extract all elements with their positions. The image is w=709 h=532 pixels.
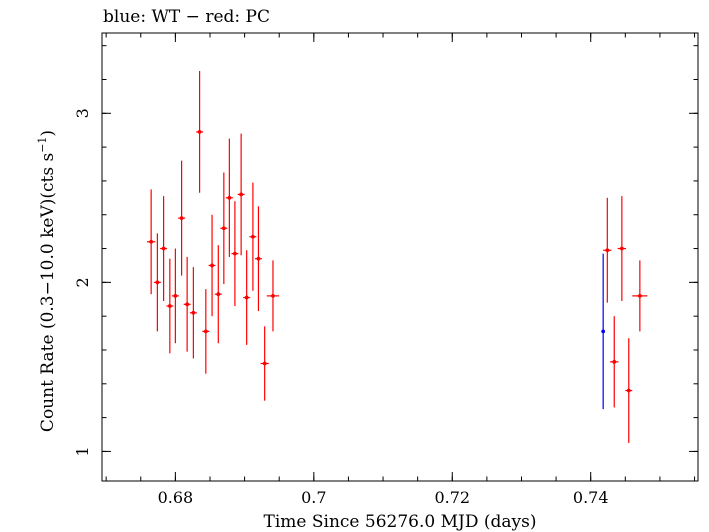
data-marker [210, 263, 214, 268]
data-marker [239, 192, 244, 197]
data-points [146, 71, 648, 443]
y-axis-label-exponent: −1 [36, 137, 49, 153]
data-point-pc [225, 138, 233, 257]
data-point-pc [243, 250, 251, 345]
data-point-pc [189, 267, 197, 359]
y-tick-label: 1 [73, 446, 92, 456]
axis-ticks [102, 33, 698, 481]
data-marker [244, 295, 249, 300]
data-point-pc [183, 257, 191, 352]
data-marker [626, 388, 631, 393]
data-marker [256, 256, 261, 261]
data-point-pc [625, 338, 633, 443]
data-point-pc [610, 316, 619, 408]
data-point-wt [601, 253, 606, 410]
y-tick-label: 2 [73, 277, 92, 287]
x-tick-label: 0.74 [573, 488, 609, 507]
y-tick-label: 3 [73, 108, 92, 118]
data-point-pc [208, 214, 216, 317]
data-point-pc [237, 133, 245, 256]
data-point-pc [153, 233, 161, 332]
x-tick-label: 0.68 [158, 488, 194, 507]
data-point-pc [603, 197, 612, 303]
data-point-pc [231, 201, 239, 307]
series-wt [601, 253, 606, 410]
data-marker [216, 292, 221, 297]
axis-tick-labels: 0.68 0.7 0.72 0.74 1 2 3 [73, 108, 609, 507]
data-marker [173, 293, 178, 298]
data-marker [601, 329, 606, 334]
data-point-pc [214, 245, 222, 344]
y-axis-label-close: ) [38, 130, 58, 137]
data-marker [161, 246, 166, 251]
data-marker [227, 195, 232, 200]
data-point-pc [196, 71, 204, 193]
data-point-pc [632, 260, 648, 332]
data-marker [233, 251, 237, 256]
data-point-pc [254, 206, 262, 312]
x-axis-label: Time Since 56276.0 MJD (days) [264, 512, 537, 532]
data-point-pc [178, 160, 186, 276]
plot-area-border [101, 32, 699, 482]
data-marker [185, 302, 190, 307]
y-axis-label-main: Count Rate (0.3−10.0 keV)(cts s [38, 153, 58, 432]
data-marker [612, 359, 617, 364]
data-marker [167, 304, 172, 308]
data-marker [149, 239, 154, 244]
data-marker [203, 329, 208, 334]
data-point-pc [249, 182, 257, 291]
data-marker [191, 310, 196, 315]
plot-frame [101, 32, 699, 482]
data-point-pc [166, 258, 174, 354]
x-tick-label: 0.72 [434, 488, 470, 507]
chart-title: blue: WT − red: PC [103, 7, 270, 27]
data-point-pc [260, 326, 269, 401]
data-marker [197, 129, 202, 134]
data-point-pc [146, 189, 156, 295]
data-point-pc [202, 289, 210, 374]
data-marker [605, 248, 610, 253]
data-marker [251, 234, 255, 239]
data-point-pc [171, 248, 179, 344]
data-marker [637, 293, 642, 298]
data-marker [221, 226, 226, 231]
series-pc [146, 71, 648, 443]
data-point-pc [220, 172, 228, 285]
data-point-pc [617, 196, 627, 301]
data-marker [155, 280, 160, 285]
data-marker [262, 361, 267, 366]
x-tick-label: 0.7 [301, 488, 326, 507]
data-marker [179, 216, 184, 221]
y-axis-label: Count Rate (0.3−10.0 keV)(cts s−1) [36, 130, 58, 432]
data-marker [271, 293, 275, 298]
data-point-pc [160, 196, 168, 301]
data-point-pc [266, 260, 280, 332]
data-marker [619, 246, 624, 251]
